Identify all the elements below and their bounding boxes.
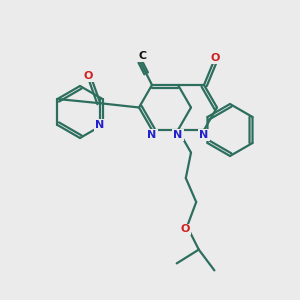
- Text: O: O: [84, 71, 93, 81]
- Text: N: N: [200, 130, 208, 140]
- Text: N: N: [147, 130, 157, 140]
- Text: O: O: [180, 224, 190, 235]
- Text: N: N: [95, 120, 104, 130]
- Text: O: O: [210, 53, 220, 63]
- Text: N: N: [173, 130, 183, 140]
- Text: C: C: [138, 51, 146, 61]
